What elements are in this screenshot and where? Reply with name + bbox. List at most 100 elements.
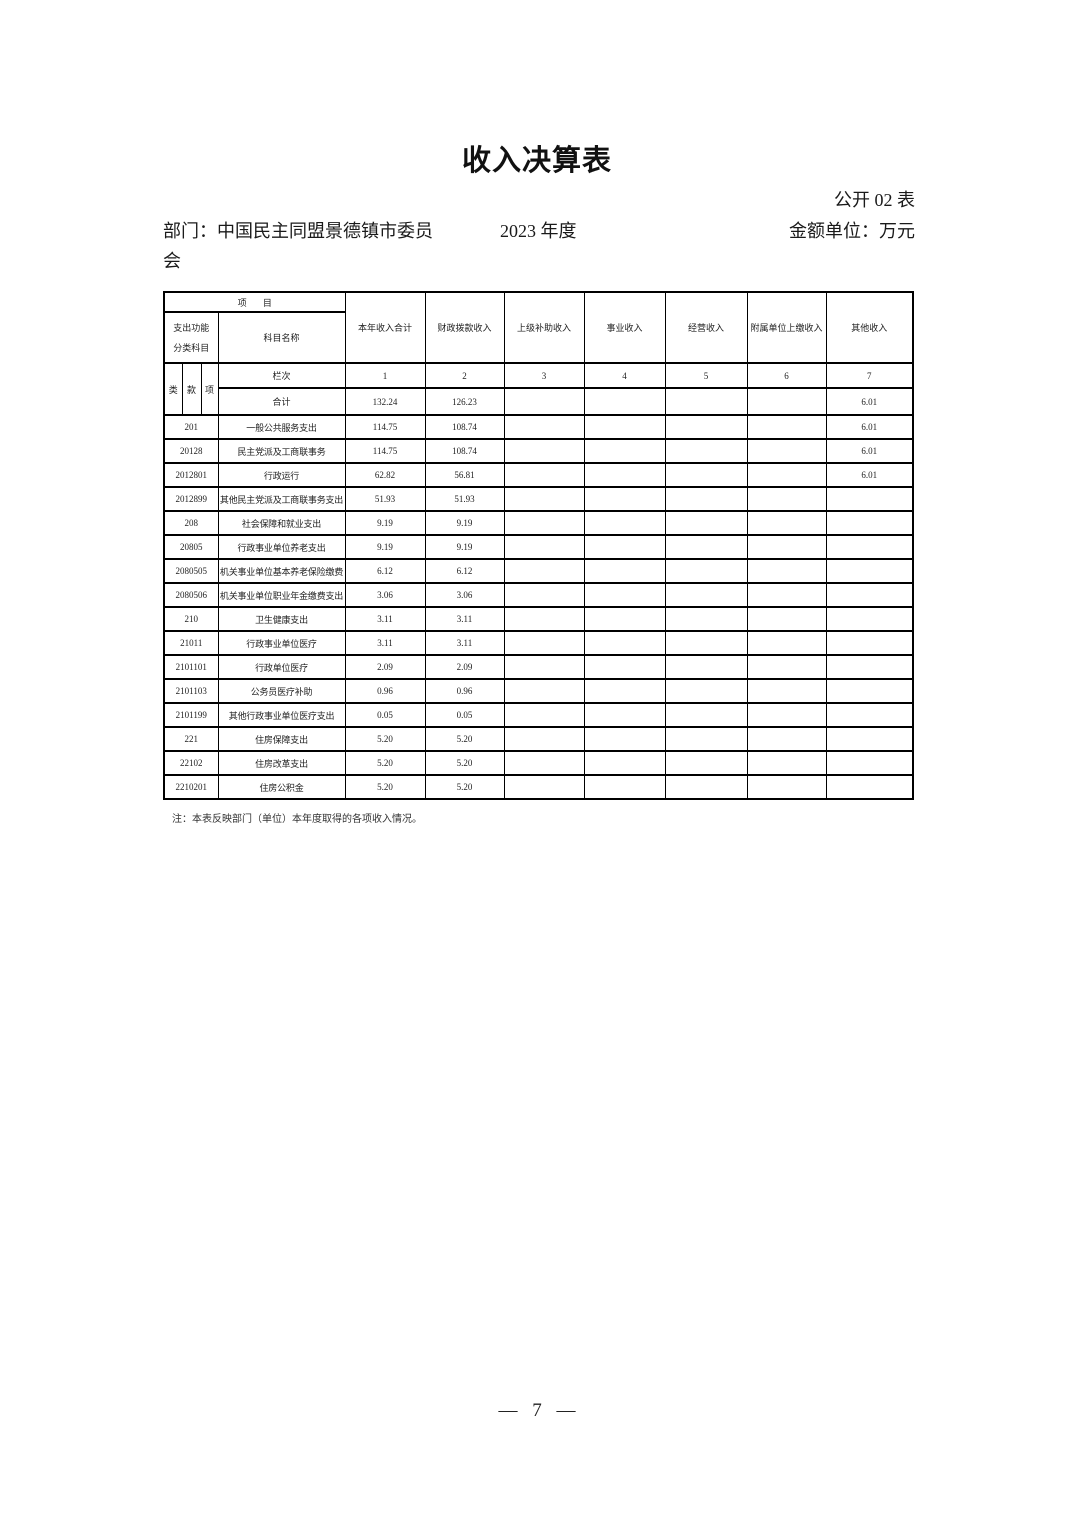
value-cell (825, 678, 914, 704)
subject-name-cell: 公务员医疗补助 (217, 678, 346, 704)
value-cell (664, 486, 748, 512)
income-final-accounts-table: 项 目 本年收入合计 财政拨款收入 上级补助收入 事业收入 经营收入 附属单位上… (163, 291, 915, 800)
value-cell (583, 510, 666, 536)
value-cell (503, 774, 585, 800)
value-cell (825, 630, 914, 656)
column-header-superior-subsidy: 上级补助收入 (503, 291, 585, 364)
function-code-cell: 2101199 (163, 702, 219, 728)
table-row: 2101101 行政单位医疗 2.09 2.09 (163, 654, 914, 680)
value-cell (583, 678, 666, 704)
value-cell: 5.20 (424, 726, 505, 752)
function-code-cell: 221 (163, 726, 219, 752)
value-cell: 51.93 (424, 486, 505, 512)
table-header: 项 目 本年收入合计 财政拨款收入 上级补助收入 事业收入 经营收入 附属单位上… (163, 291, 914, 416)
subject-name-cell: 其他民主党派及工商联事务支出 (217, 486, 346, 512)
value-cell: 108.74 (424, 438, 505, 464)
subject-name-cell: 住房保障支出 (217, 726, 346, 752)
value-cell (664, 606, 748, 632)
value-cell (825, 750, 914, 776)
subject-name-cell: 行政单位医疗 (217, 654, 346, 680)
value-cell (583, 486, 666, 512)
value-cell: 0.05 (424, 702, 505, 728)
value-cell (583, 462, 666, 488)
value-cell: 0.96 (344, 678, 426, 704)
table-row: 210 卫生健康支出 3.11 3.11 (163, 606, 914, 632)
table-row: 2101103 公务员医疗补助 0.96 0.96 (163, 678, 914, 704)
column-index-7: 7 (825, 362, 914, 389)
value-cell (746, 510, 827, 536)
value-cell: 2.09 (424, 654, 505, 680)
value-cell (503, 702, 585, 728)
table-row: 201 一般公共服务支出 114.75 108.74 6.01 (163, 414, 914, 440)
value-cell (583, 582, 666, 608)
value-cell: 6.12 (344, 558, 426, 584)
function-code-cell: 2080506 (163, 582, 219, 608)
total-value (583, 387, 666, 416)
value-cell (664, 438, 748, 464)
value-cell (825, 702, 914, 728)
value-cell (825, 774, 914, 800)
subject-name-header: 科目名称 (217, 311, 346, 364)
value-cell (746, 654, 827, 680)
amount-unit-label: 金额单位：万元 (789, 221, 915, 241)
value-cell (583, 558, 666, 584)
value-cell: 9.19 (424, 534, 505, 560)
column-header-other-income: 其他收入 (825, 291, 914, 364)
table-row: 208 社会保障和就业支出 9.19 9.19 (163, 510, 914, 536)
value-cell (583, 774, 666, 800)
value-cell (503, 630, 585, 656)
function-code-cell: 20128 (163, 438, 219, 464)
value-cell: 0.96 (424, 678, 505, 704)
value-cell: 6.12 (424, 558, 505, 584)
value-cell (825, 558, 914, 584)
subject-name-cell: 机关事业单位职业年金缴费支出 (217, 582, 346, 608)
table-row: 21011 行政事业单位医疗 3.11 3.11 (163, 630, 914, 656)
department-label: 部门：中国民主同盟景德镇市委员会 (163, 221, 433, 271)
table-row: 2012801 行政运行 62.82 56.81 6.01 (163, 462, 914, 488)
value-cell (664, 678, 748, 704)
value-cell: 9.19 (344, 534, 426, 560)
function-code-cell: 201 (163, 414, 219, 440)
value-cell (746, 606, 827, 632)
subject-name-cell: 民主党派及工商联事务 (217, 438, 346, 464)
subject-name-cell: 机关事业单位基本养老保险缴费 (217, 558, 346, 584)
value-cell (664, 510, 748, 536)
value-cell: 5.20 (424, 774, 505, 800)
table-code: 公开 02 表 (834, 190, 915, 210)
table-row: 2012899 其他民主党派及工商联事务支出 51.93 51.93 (163, 486, 914, 512)
value-cell (825, 654, 914, 680)
total-value: 6.01 (825, 387, 914, 416)
meta-block: 公开 02 表 部门：中国民主同盟景德镇市委员会 2023 年度 金额单位：万元 (163, 188, 915, 278)
value-cell (746, 702, 827, 728)
subject-name-cell: 住房公积金 (217, 774, 346, 800)
value-cell: 3.11 (424, 630, 505, 656)
function-code-cell: 2012899 (163, 486, 219, 512)
value-cell (503, 510, 585, 536)
value-cell (825, 606, 914, 632)
subcol-section: 款 (181, 362, 202, 416)
value-cell (746, 534, 827, 560)
value-cell (664, 414, 748, 440)
value-cell (503, 414, 585, 440)
value-cell: 5.20 (344, 750, 426, 776)
value-cell (583, 414, 666, 440)
subject-name-cell: 住房改革支出 (217, 750, 346, 776)
column-header-affiliated-unit-income: 附属单位上缴收入 (746, 291, 827, 364)
value-cell (503, 486, 585, 512)
function-code-cell: 2101103 (163, 678, 219, 704)
value-cell: 51.93 (344, 486, 426, 512)
total-value (503, 387, 585, 416)
table-row: 20128 民主党派及工商联事务 114.75 108.74 6.01 (163, 438, 914, 464)
value-cell (664, 582, 748, 608)
value-cell: 9.19 (424, 510, 505, 536)
value-cell: 2.09 (344, 654, 426, 680)
value-cell: 56.81 (424, 462, 505, 488)
column-header-fiscal-appropriation: 财政拨款收入 (424, 291, 505, 364)
column-header-total-income: 本年收入合计 (344, 291, 426, 364)
value-cell (664, 462, 748, 488)
subject-name-cell: 社会保障和就业支出 (217, 510, 346, 536)
column-index-1: 1 (344, 362, 426, 389)
value-cell (664, 702, 748, 728)
value-cell (746, 486, 827, 512)
table-row: 221 住房保障支出 5.20 5.20 (163, 726, 914, 752)
